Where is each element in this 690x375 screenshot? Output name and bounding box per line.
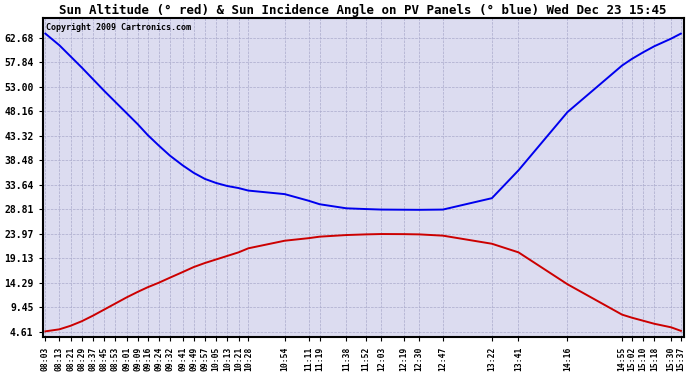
Title: Sun Altitude (° red) & Sun Incidence Angle on PV Panels (° blue) Wed Dec 23 15:4: Sun Altitude (° red) & Sun Incidence Ang…: [59, 4, 667, 17]
Text: Copyright 2009 Cartronics.com: Copyright 2009 Cartronics.com: [46, 23, 190, 32]
